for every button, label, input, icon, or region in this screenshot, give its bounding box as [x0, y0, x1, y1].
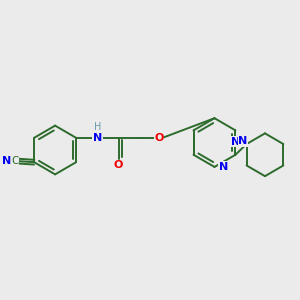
Text: N: N	[2, 156, 11, 166]
Text: H: H	[94, 122, 101, 133]
Text: C: C	[11, 156, 19, 166]
Text: N: N	[238, 136, 247, 146]
Text: N: N	[93, 133, 102, 143]
Text: O: O	[114, 160, 123, 170]
Text: N: N	[219, 162, 228, 172]
Text: O: O	[154, 133, 164, 143]
Text: N: N	[231, 137, 240, 147]
